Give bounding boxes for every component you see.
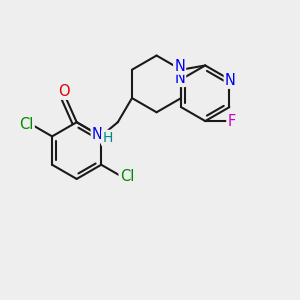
Text: N: N (92, 128, 103, 142)
Text: H: H (102, 131, 112, 145)
Text: Cl: Cl (20, 117, 34, 132)
Text: F: F (227, 114, 236, 129)
Text: N: N (174, 58, 185, 74)
Text: O: O (58, 84, 70, 99)
Text: Cl: Cl (120, 169, 134, 184)
Text: N: N (225, 73, 236, 88)
Text: N: N (174, 71, 185, 86)
